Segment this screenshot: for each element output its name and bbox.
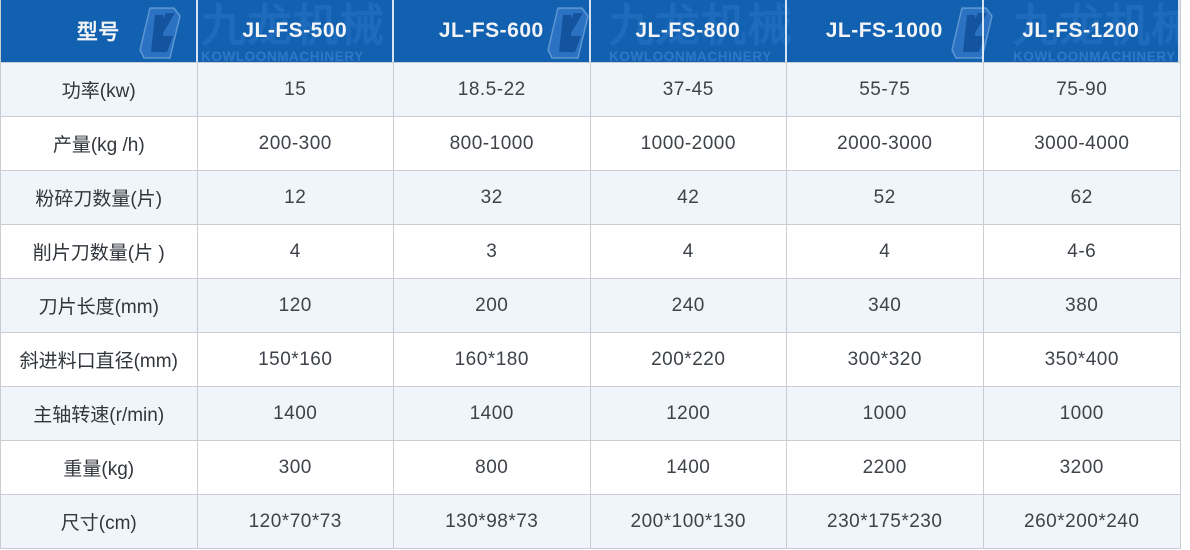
row-label: 功率(kw) [1,63,198,116]
row-label: 粉碎刀数量(片) [1,171,198,224]
column-header-jl-fs-1000: JL-FS-1000 [787,0,984,62]
cell-value: 18.5-22 [394,63,591,116]
cell-value: 1400 [198,387,394,440]
row-label: 斜进料口直径(mm) [1,333,198,386]
cell-value: 2000-3000 [787,117,984,170]
cell-value: 1200 [591,387,787,440]
table-row: 功率(kw) 15 18.5-22 37-45 55-75 75-90 [1,62,1180,116]
cell-value: 800 [394,441,591,494]
row-label: 尺寸(cm) [1,495,198,548]
table-row: 削片刀数量(片 ) 4 3 4 4 4-6 [1,224,1180,278]
cell-value: 1000-2000 [591,117,787,170]
column-header-jl-fs-1200: JL-FS-1200 [984,0,1180,62]
cell-value: 300*320 [787,333,984,386]
cell-value: 1400 [394,387,591,440]
cell-value: 150*160 [198,333,394,386]
cell-value: 120 [198,279,394,332]
row-label: 刀片长度(mm) [1,279,198,332]
cell-value: 3000-4000 [1034,132,1130,154]
cell-value: 4-6 [1067,240,1097,262]
column-header-jl-fs-500: JL-FS-500 [198,0,394,62]
cell-value: 160*180 [394,333,591,386]
cell-value: 3200 [1059,456,1104,478]
cell-value: 75-90 [1056,78,1108,100]
cell-value: 200 [394,279,591,332]
cell-value: 52 [787,171,984,224]
cell-value: 200-300 [198,117,394,170]
cell-value: 2200 [787,441,984,494]
cell-value: 4 [787,225,984,278]
column-header-jl-fs-800: JL-FS-800 [591,0,787,62]
cell-value: 200*220 [591,333,787,386]
cell-value: 230*175*230 [787,495,984,548]
cell-value: 350*400 [1044,348,1119,370]
table-row: 重量(kg) 300 800 1400 2200 3200 [1,440,1180,494]
cell-value: 55-75 [787,63,984,116]
table-row: 产量(kg /h) 200-300 800-1000 1000-2000 200… [1,116,1180,170]
cell-value: 37-45 [591,63,787,116]
cell-value: 260*200*240 [1024,510,1140,532]
cell-value: 380 [1065,294,1099,316]
table-row: 斜进料口直径(mm) 150*160 160*180 200*220 300*3… [1,332,1180,386]
row-label: 重量(kg) [1,441,198,494]
table-row: 粉碎刀数量(片) 12 32 42 52 62 [1,170,1180,224]
cell-value: 1000 [787,387,984,440]
row-label: 削片刀数量(片 ) [1,225,198,278]
cell-value: 120*70*73 [198,495,394,548]
table-row: 刀片长度(mm) 120 200 240 340 380 [1,278,1180,332]
table-header-row: 型号 JL-FS-500 JL-FS-600 JL-FS-800 JL-FS-1… [1,0,1180,62]
row-label: 主轴转速(r/min) [1,387,198,440]
cell-value: 4 [591,225,787,278]
cell-value: 340 [787,279,984,332]
column-header-jl-fs-600: JL-FS-600 [394,0,591,62]
cell-value: 130*98*73 [394,495,591,548]
table-body: 功率(kw) 15 18.5-22 37-45 55-75 75-90 产量(k… [1,62,1180,548]
cell-value: 1400 [591,441,787,494]
cell-value: 4 [198,225,394,278]
table-row: 尺寸(cm) 120*70*73 130*98*73 200*100*130 2… [1,494,1180,548]
cell-value: 800-1000 [394,117,591,170]
column-header-model: 型号 [1,0,198,62]
row-label: 产量(kg /h) [1,117,198,170]
cell-value: 240 [591,279,787,332]
cell-value: 300 [198,441,394,494]
table-row: 主轴转速(r/min) 1400 1400 1200 1000 1000 [1,386,1180,440]
cell-value: 15 [198,63,394,116]
cell-value: 12 [198,171,394,224]
cell-value: 3 [394,225,591,278]
cell-value: 62 [1070,186,1093,208]
cell-value: 200*100*130 [591,495,787,548]
cell-value: 1000 [1059,402,1104,424]
cell-value: 42 [591,171,787,224]
cell-value: 32 [394,171,591,224]
